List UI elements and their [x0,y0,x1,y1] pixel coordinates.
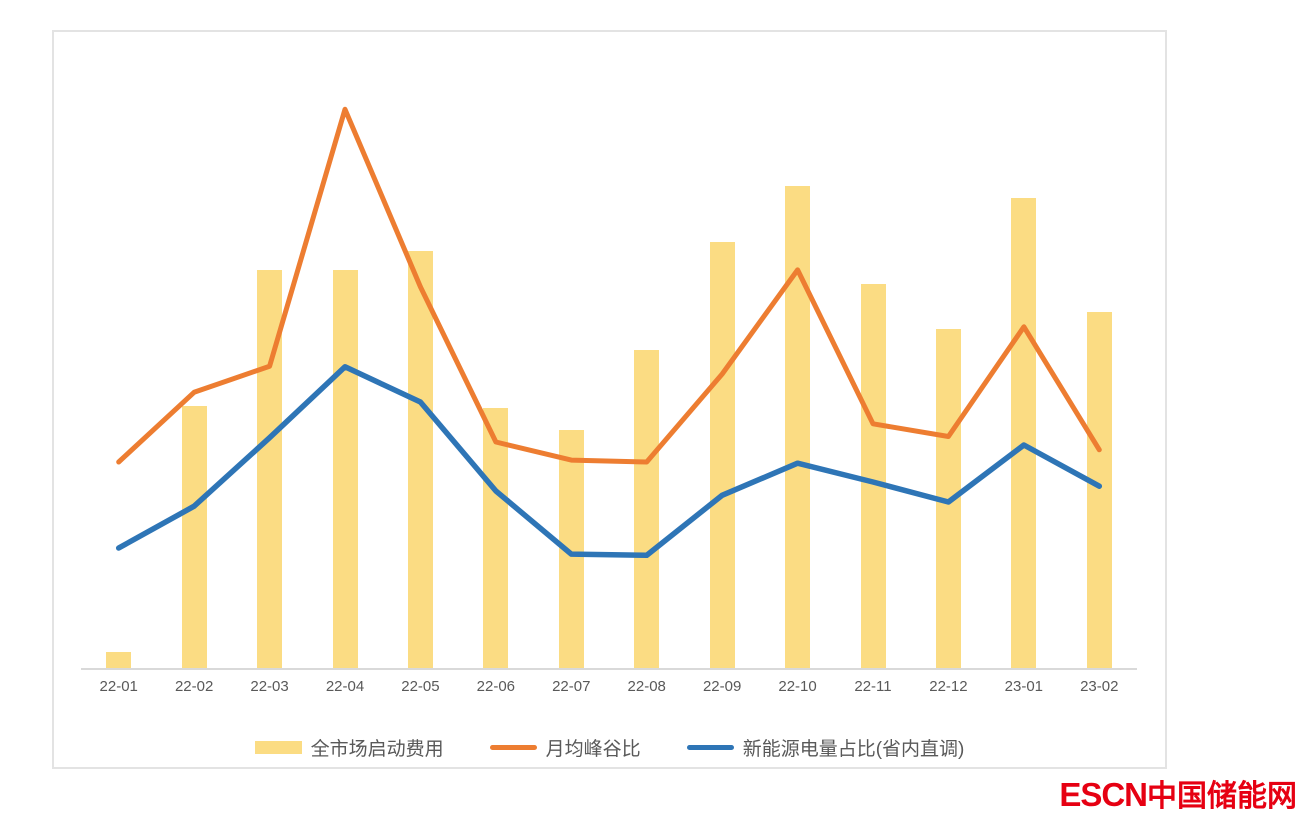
bar-22-10 [785,186,811,668]
legend-swatch-line-icon [489,745,537,750]
x-axis: 22-01 22-02 22-03 22-04 22-05 22-06 22-07 22-08… [81,678,1137,702]
bar-22-09 [709,242,735,668]
x-axis-label-22-05: 22-05 [401,678,440,695]
line-series-2 [115,364,1103,559]
x-axis-label-22-03: 22-03 [250,678,289,695]
legend-item-3: 新能源电量占比(省内直调) [686,734,965,761]
x-axis-label-22-07: 22-07 [552,678,591,695]
x-axis-label-22-11: 22-11 [854,678,892,695]
x-axis-label-22-12: 22-12 [929,678,968,695]
legend: 全市场启动费用 月均峰谷比 新能源电量占比(省内直调) [54,734,1165,761]
line-series [115,106,1103,559]
watermark-site-name: 中国储能网 [1147,780,1297,813]
watermark-escn-logo: ESCN [1059,776,1148,813]
bar-22-11 [860,284,886,668]
bar-22-08 [634,350,660,668]
legend-item-2: 月均峰谷比 [489,734,641,761]
x-axis-label-22-02: 22-02 [174,678,214,695]
x-axis-label-22-09: 22-09 [702,678,742,695]
plot-area [81,62,1137,670]
bar-22-06 [483,408,509,668]
chart-card: 22-01 22-02 22-03 22-04 22-05 22-06 22-07 22-08… [52,30,1167,769]
legend-swatch-line-icon [686,745,734,750]
line-series-1 [116,106,1102,465]
bar-22-01 [106,652,132,668]
legend-item-1: 全市场启动费用 [254,734,444,761]
x-axis-label-22-08: 22-08 [627,678,666,695]
legend-label: 月均峰谷比 [545,739,641,760]
x-axis-label-22-06: 22-06 [476,678,516,695]
legend-label: 全市场启动费用 [310,739,444,760]
bar-22-05 [407,251,433,668]
x-axis-label-23-02: 23-02 [1080,678,1119,695]
x-axis-label-22-01: 22-01 [99,678,138,695]
x-axis-label-22-10: 22-10 [778,678,817,695]
bar-22-02 [181,406,207,668]
bar-22-04 [332,270,358,668]
bar-23-02 [1086,312,1112,668]
x-axis-label-22-04: 22-04 [325,678,365,695]
legend-label: 新能源电量占比(省内直调) [742,739,965,760]
bar-23-01 [1011,198,1037,668]
x-axis-label-23-01: 23-01 [1004,678,1044,695]
legend-swatch-bar-icon [254,741,302,754]
watermark: ESCN中国储能网 [1059,778,1297,812]
